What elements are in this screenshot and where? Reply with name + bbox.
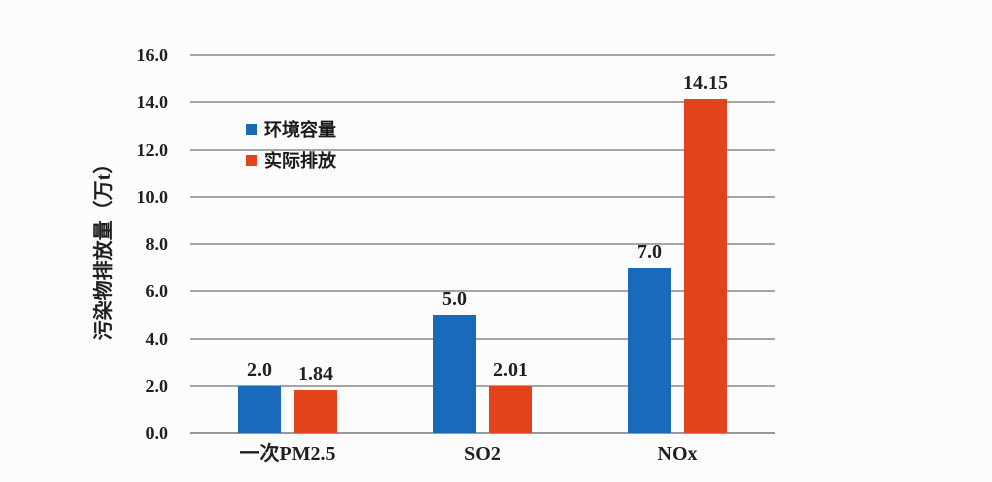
x-category-label: 一次PM2.5 bbox=[239, 443, 336, 465]
bar-actual bbox=[294, 389, 337, 433]
legend-swatch-red-icon bbox=[246, 154, 257, 166]
y-tick-label: 8.0 bbox=[145, 234, 169, 254]
legend-item-actual: 实际排放 bbox=[246, 150, 336, 171]
legend-label-actual: 实际排放 bbox=[264, 151, 336, 171]
gridline bbox=[190, 101, 775, 104]
value-label: 7.0 bbox=[637, 240, 662, 263]
y-tick-label: 2.0 bbox=[145, 375, 169, 396]
legend-item-capacity: 环境容量 bbox=[246, 119, 336, 140]
gridline bbox=[190, 337, 775, 340]
x-category-label: NOx bbox=[657, 443, 698, 465]
y-tick-label: 0.0 bbox=[145, 423, 169, 443]
gridline bbox=[190, 54, 775, 56]
x-axis-line bbox=[190, 432, 775, 434]
legend: 环境容量 实际排放 bbox=[246, 119, 336, 181]
bar-capacity bbox=[433, 314, 476, 433]
bar-capacity bbox=[238, 385, 281, 433]
gridline bbox=[190, 384, 775, 387]
bar-actual bbox=[489, 385, 532, 433]
gridline bbox=[190, 195, 775, 198]
y-tick-label: 4.0 bbox=[145, 328, 169, 349]
value-label: 2.0 bbox=[247, 358, 272, 381]
plot-area: 2.0 1.84 5.0 2.01 7.0 14.15 bbox=[190, 54, 775, 434]
bar-actual bbox=[684, 98, 727, 433]
y-tick-label: 14.0 bbox=[136, 92, 169, 113]
value-label: 5.0 bbox=[442, 287, 467, 310]
legend-swatch-blue-icon bbox=[246, 123, 257, 135]
gridline bbox=[190, 290, 775, 293]
gridline bbox=[190, 148, 775, 151]
legend-label-capacity: 环境容量 bbox=[264, 120, 336, 140]
value-label: 1.84 bbox=[298, 362, 333, 385]
value-label: 14.15 bbox=[683, 71, 728, 94]
y-tick-label: 10.0 bbox=[136, 186, 169, 207]
y-tick-label: 6.0 bbox=[145, 281, 169, 302]
value-label: 2.01 bbox=[493, 358, 528, 381]
y-tick-label: 16.0 bbox=[136, 45, 169, 65]
bar-capacity bbox=[628, 267, 671, 433]
y-tick-label: 12.0 bbox=[136, 139, 169, 160]
x-category-label: SO2 bbox=[464, 443, 501, 465]
gridline bbox=[190, 243, 775, 245]
